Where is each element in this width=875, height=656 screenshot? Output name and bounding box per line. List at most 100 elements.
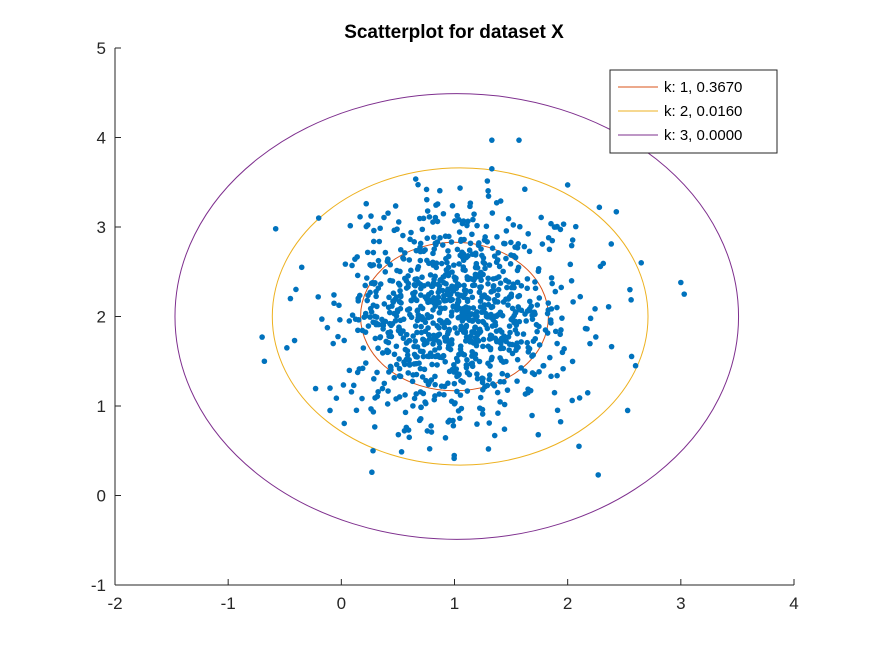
scatter-point: [460, 294, 467, 301]
scatter-point: [362, 282, 369, 289]
scatter-point: [521, 243, 528, 250]
scatter-point: [441, 334, 448, 341]
scatter-point: [422, 247, 428, 253]
scatter-point: [400, 255, 406, 261]
legend: k: 1, 0.3670 k: 2, 0.0160 k: 3, 0.0000: [609, 69, 778, 154]
scatter-point: [434, 218, 441, 225]
scatter-point: [425, 331, 432, 338]
scatter-point: [411, 239, 418, 245]
scatter-point: [495, 410, 501, 417]
scatter-point: [380, 326, 386, 332]
scatter-point: [382, 269, 389, 275]
scatter-point: [451, 369, 457, 375]
scatter-point: [503, 338, 509, 345]
scatter-point: [447, 346, 454, 353]
scatter-point: [462, 267, 468, 274]
scatter-point: [436, 345, 443, 351]
scatter-point: [480, 271, 486, 278]
scatter-point: [515, 241, 522, 247]
scatter-point: [418, 323, 424, 330]
scatter-point: [432, 273, 438, 280]
scatter-point: [558, 284, 565, 291]
scatter-point: [484, 239, 491, 245]
scatter-point: [408, 229, 414, 236]
scatter-point: [458, 349, 464, 356]
scatter-point: [681, 291, 688, 297]
scatter-point: [367, 314, 373, 320]
scatter-point: [457, 185, 463, 191]
scatter-point: [494, 389, 501, 396]
scatter-point: [530, 352, 537, 358]
scatter-point: [377, 281, 384, 287]
scatter-point: [457, 392, 464, 398]
scatter-point: [624, 407, 631, 414]
scatter-point: [430, 320, 436, 326]
scatter-point: [430, 336, 437, 343]
scatter-point: [375, 388, 381, 395]
scatter-point: [455, 408, 462, 414]
x-tick-label: 4: [789, 594, 798, 613]
scatter-point: [413, 391, 420, 397]
scatter-point: [417, 389, 424, 395]
scatter-point: [391, 227, 398, 234]
scatter-point: [432, 240, 439, 247]
scatter-point: [377, 225, 383, 232]
scatter-point: [369, 469, 375, 476]
scatter-point: [476, 329, 483, 336]
scatter-point: [493, 328, 500, 334]
scatter-point: [438, 383, 445, 389]
scatter-point: [520, 331, 527, 337]
scatter-point: [459, 249, 465, 256]
scatter-point: [405, 427, 412, 433]
scatter-point: [442, 272, 449, 278]
scatter-point: [421, 341, 428, 348]
scatter-point: [514, 378, 520, 384]
scatter-point: [481, 306, 487, 312]
scatter-point: [472, 271, 479, 278]
scatter-point: [506, 347, 512, 353]
scatter-point: [596, 204, 603, 211]
scatter-point: [475, 242, 482, 249]
y-tick-label: 4: [97, 129, 106, 148]
scatter-point: [396, 356, 402, 362]
scatter-point: [535, 431, 542, 438]
scatter-point: [406, 356, 412, 363]
scatter-point: [493, 313, 500, 320]
scatter-point: [505, 302, 511, 308]
scatter-point: [411, 282, 418, 288]
scatter-point: [577, 293, 584, 300]
scatter-point: [413, 247, 420, 254]
scatter-point: [315, 215, 322, 221]
scatter-point: [337, 317, 343, 323]
scatter-point: [463, 308, 469, 314]
scatter-point: [485, 275, 491, 282]
scatter-point: [428, 423, 434, 429]
scatter-point: [471, 211, 477, 217]
scatter-point: [442, 435, 449, 441]
scatter-point: [375, 257, 382, 264]
scatter-point: [487, 346, 494, 353]
scatter-point: [434, 332, 441, 338]
scatter-point: [557, 418, 564, 425]
scatter-point: [376, 263, 383, 269]
scatter-point: [486, 376, 492, 383]
scatter-point: [534, 302, 541, 308]
scatter-point: [511, 253, 517, 259]
scatter-point: [576, 443, 582, 450]
scatter-point: [411, 395, 418, 402]
scatter-point: [478, 277, 484, 284]
scatter-point: [535, 268, 542, 275]
scatter-point: [476, 289, 483, 296]
y-tick-label: 1: [97, 397, 106, 416]
scatter-point: [411, 343, 417, 350]
scatter-point: [443, 255, 449, 262]
scatter-point: [500, 299, 507, 305]
scatter-point: [434, 201, 441, 207]
scatter-point: [430, 341, 436, 347]
scatter-point: [346, 367, 353, 374]
scatter-point: [352, 316, 359, 322]
scatter-point: [412, 176, 419, 182]
scatter-point: [548, 306, 555, 312]
scatter-point: [500, 240, 507, 247]
scatter-point: [505, 334, 512, 340]
